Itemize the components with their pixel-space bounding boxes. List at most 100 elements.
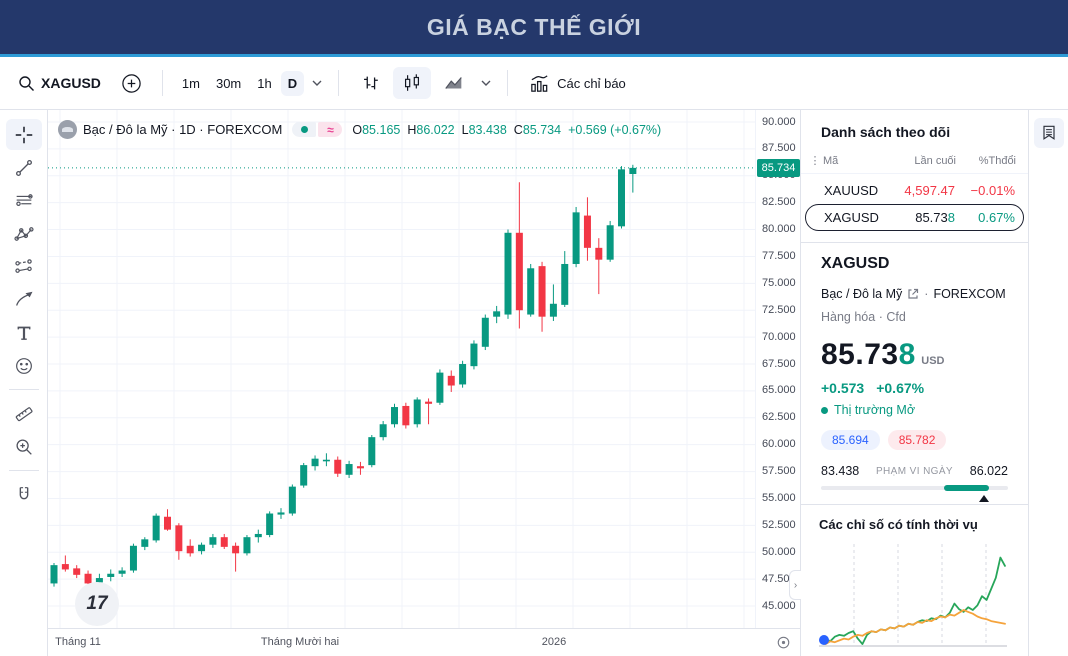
price-tick: 82.500 <box>762 196 796 209</box>
scale-reset-icon[interactable] <box>776 635 791 650</box>
legend-status-pills[interactable]: ≈ <box>292 122 343 137</box>
emoji-icon <box>13 355 35 377</box>
legend-title: Bạc / Đô la Mỹ · 1D · FOREXCOM <box>83 122 283 137</box>
text-tool-icon <box>13 322 35 344</box>
drag-handle-icon[interactable]: ⋮ <box>809 155 821 167</box>
price-currency: USD <box>921 355 945 367</box>
price-tick: 65.000 <box>762 384 796 397</box>
chart-style-bars-button[interactable] <box>351 67 389 99</box>
ask-price-pill[interactable]: 85.782 <box>887 430 947 450</box>
market-status-dot-icon <box>821 406 828 414</box>
toolbar-separator <box>507 70 509 96</box>
symbol-type-row: Hàng hóa · Cfd <box>821 310 1008 324</box>
ohlc-change: +0.569 (+0.67%) <box>568 122 662 137</box>
price-tick: 52.500 <box>762 518 796 531</box>
chart-style-area-button[interactable] <box>435 67 473 99</box>
tool-ruler[interactable] <box>6 398 42 429</box>
watchlist-header[interactable]: ⋮ Mã Lần cuối %Thđổi <box>801 150 1028 174</box>
current-price-label: 85.734 <box>757 158 800 177</box>
tool-magnet[interactable] <box>6 479 42 510</box>
tool-emoji[interactable] <box>6 350 42 381</box>
magnet-icon <box>13 484 35 506</box>
tool-text[interactable] <box>6 317 42 348</box>
tool-xabcd-pattern[interactable] <box>6 218 42 249</box>
tool-zoom-in[interactable] <box>6 431 42 462</box>
tools-separator <box>8 470 39 471</box>
ohlc-C: C85.734 <box>513 122 562 137</box>
chart-style-dropdown-button[interactable] <box>477 74 495 92</box>
dot-separator: · <box>924 287 929 301</box>
price-tick: 60.000 <box>762 438 796 451</box>
watchlist-row-XAUUSD[interactable]: XAUUSD 4,597.47 −0.01% <box>824 183 1015 198</box>
candles-style-icon <box>401 72 423 94</box>
seasonality-title: Các chỉ số có tính thời vụ <box>819 517 978 532</box>
search-icon <box>18 75 35 92</box>
bid-price-pill[interactable]: 85.694 <box>821 430 880 450</box>
price-tick: 62.500 <box>762 411 796 424</box>
time-tick: Tháng Mười hai <box>260 636 340 648</box>
interval-D[interactable]: D <box>280 70 305 96</box>
chart-toolbar: XAGUSD 1m 30m 1h D <box>0 57 1068 110</box>
symbol-search-button[interactable]: XAGUSD <box>10 70 109 97</box>
market-status-label: Thị trường Mở <box>834 403 916 417</box>
compare-add-button[interactable] <box>113 68 150 99</box>
watchlist-row-XAGUSD[interactable]: XAGUSD 85.738 0.67% <box>805 204 1024 231</box>
interval-1h[interactable]: 1h <box>250 71 278 96</box>
day-range-bar <box>821 485 1008 502</box>
tradingview-logo[interactable]: 17 <box>75 582 119 626</box>
symbol-exchange: FOREXCOM <box>933 287 1006 301</box>
right-toolbar <box>1028 110 1068 656</box>
watchlist-panel-button[interactable] <box>1033 118 1064 148</box>
price-tick: 90.000 <box>762 115 796 128</box>
right-panel: › Danh sách theo dõi ⋮ Mã Lần cuối %Thđổ… <box>789 110 1028 656</box>
symbol-name: XAGUSD <box>821 255 890 272</box>
external-link-icon[interactable] <box>907 288 919 300</box>
last-price-row: 85.73 8 USD <box>821 338 1008 372</box>
tool-parallel-lines[interactable] <box>6 185 42 216</box>
time-axis[interactable]: Tháng 11 Tháng Mười hai 2026 <box>48 628 800 656</box>
tools-separator <box>8 389 39 390</box>
tool-trend-line[interactable] <box>6 152 42 183</box>
time-tick: Tháng 11 <box>55 636 101 648</box>
price-tick: 50.000 <box>762 545 796 558</box>
toolbar-separator <box>161 70 163 96</box>
crosshair-icon <box>13 124 35 146</box>
brush-icon <box>13 289 35 311</box>
price-tick: 77.500 <box>762 249 796 262</box>
indicators-label: Các chỉ báo <box>557 75 626 91</box>
price-tick: 80.000 <box>762 223 796 236</box>
price-tick: 47.500 <box>762 572 796 585</box>
toolbar-symbol-label: XAGUSD <box>41 75 101 91</box>
last-price-main: 85.73 <box>821 338 899 371</box>
day-range-low: 83.438 <box>821 464 860 478</box>
tool-crosshair[interactable] <box>5 119 42 150</box>
watchlist-col-symbol[interactable]: Mã <box>823 154 839 167</box>
interval-1m[interactable]: 1m <box>175 71 207 96</box>
panel-collapse-handle[interactable]: › <box>789 570 801 600</box>
watchlist-col-last[interactable]: Lần cuối <box>914 154 956 167</box>
ohlc-O: O85.165 <box>352 122 401 137</box>
candlestick-chart[interactable] <box>48 110 755 628</box>
panel-divider <box>801 242 1028 243</box>
indicators-button[interactable]: Các chỉ báo <box>520 67 634 100</box>
interval-group: 1m 30m 1h D <box>175 70 305 96</box>
tool-projection[interactable] <box>6 251 42 282</box>
seasonality-chart[interactable] <box>819 540 1011 656</box>
price-tick: 55.000 <box>762 491 796 504</box>
price-axis[interactable]: 45.000 47.500 50.000 52.500 55.000 57.500 60.0… <box>755 110 800 628</box>
watchlist-col-change[interactable]: %Thđổi <box>978 154 1016 167</box>
time-tick: 2026 <box>541 636 567 648</box>
page-header: GIÁ BẠC THẾ GIỚI <box>0 0 1068 57</box>
symbol-info: XAGUSD Bạc / Đô la Mỹ · FOREXCOM Hàng hó… <box>801 251 1028 502</box>
ohlc-H: H86.022 <box>407 122 455 137</box>
tool-brush[interactable] <box>6 284 42 315</box>
interval-30m[interactable]: 30m <box>209 71 248 96</box>
seasonality-section: Các chỉ số có tính thời vụ <box>801 513 1028 656</box>
chart-style-candles-button[interactable] <box>393 67 432 99</box>
chart-legend: Bạc / Đô la Mỹ · 1D · FOREXCOM ≈ O85.165… <box>58 120 661 139</box>
plus-circle-icon <box>121 73 142 94</box>
market-open-dot-icon <box>300 126 308 133</box>
parallel-lines-icon <box>13 190 35 212</box>
interval-dropdown-button[interactable] <box>308 74 326 92</box>
